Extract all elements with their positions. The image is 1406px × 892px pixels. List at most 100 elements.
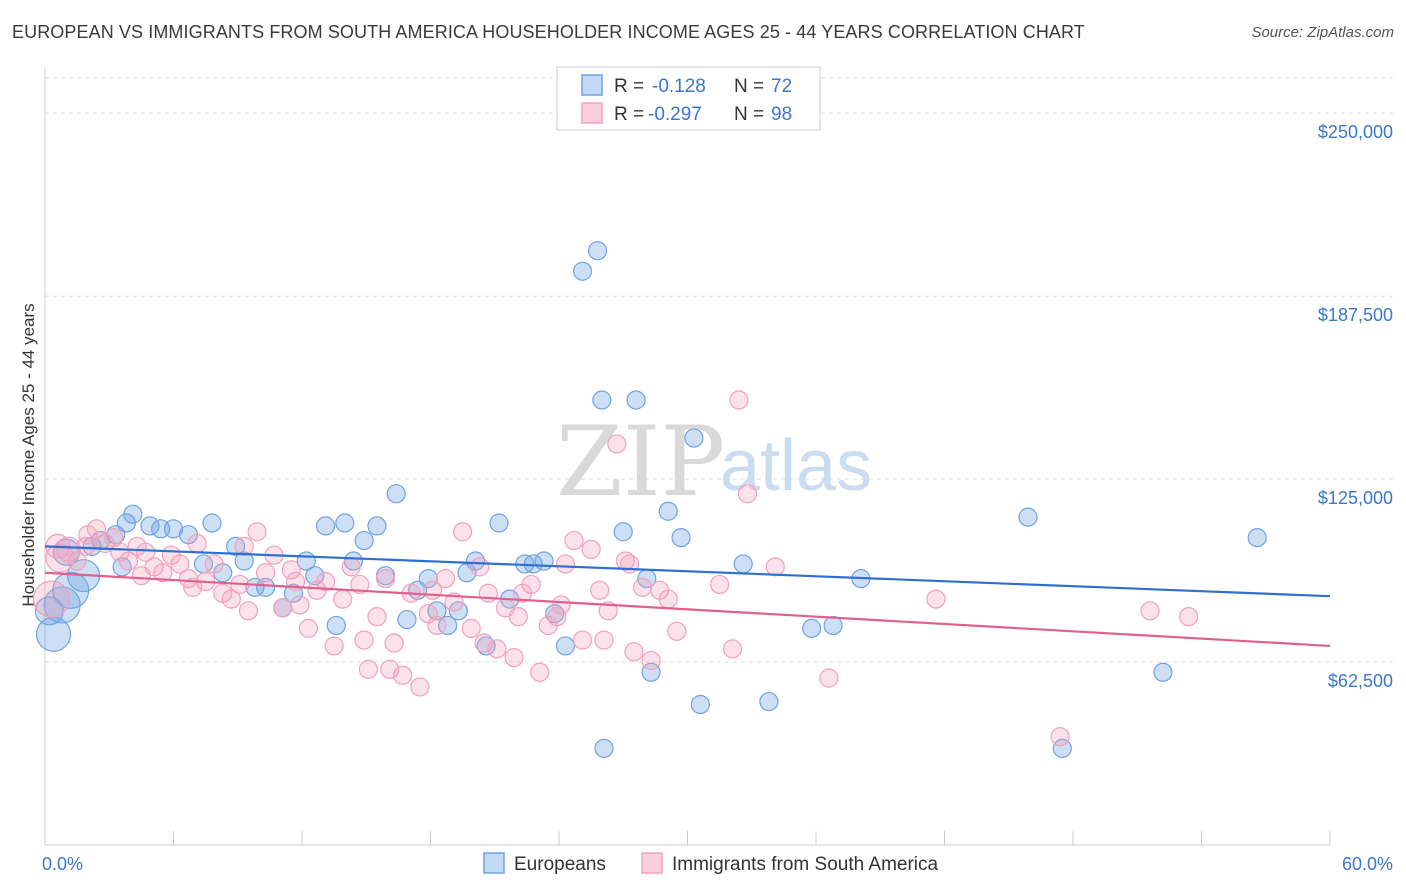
immigrants-point (234, 536, 254, 556)
immigrants-point (375, 568, 396, 589)
immigrants-point (290, 595, 310, 615)
europeans-point (572, 261, 593, 281)
immigrants-point (187, 533, 207, 554)
immigrants-point (1179, 607, 1199, 627)
europeans-point (354, 530, 374, 551)
y-tick-label: $187,500 (1318, 305, 1393, 325)
europeans-point (587, 241, 608, 261)
europeans-point (592, 390, 612, 410)
europeans-point (255, 577, 276, 597)
immigrants-point (183, 577, 203, 597)
europeans-point (476, 636, 496, 656)
immigrants-point (273, 598, 293, 618)
immigrants-point (86, 519, 107, 539)
europeans-point (448, 601, 468, 621)
europeans-point (140, 516, 160, 536)
immigrants-point (478, 583, 498, 603)
immigrants-point (737, 484, 758, 504)
immigrants-point (641, 650, 661, 671)
immigrants-point (765, 557, 785, 577)
immigrants-point (508, 607, 528, 627)
europeans-point (555, 636, 576, 656)
europeans-point (823, 615, 843, 636)
x-tick-labels: 0.0% 60.0% (42, 854, 1393, 874)
europeans-point (671, 528, 691, 548)
legend-r-label-1: R = (614, 76, 644, 97)
immigrants-point (76, 536, 96, 556)
immigrants-point (1050, 727, 1070, 747)
immigrants-point (153, 563, 173, 583)
immigrants-point (367, 607, 387, 627)
europeans-point (759, 691, 779, 712)
immigrants-point (444, 592, 464, 612)
axes (44, 68, 1331, 846)
europeans-point (1247, 528, 1267, 548)
europeans-point (594, 738, 614, 758)
immigrants-point (667, 621, 687, 641)
immigrants-point (564, 530, 584, 551)
europeans-point (534, 551, 554, 571)
immigrants-point (32, 580, 71, 618)
immigrants-point (461, 618, 481, 638)
immigrants-point (632, 577, 653, 597)
watermark-atlas: atlas (720, 426, 872, 506)
y-tick-label: $62,500 (1328, 671, 1393, 691)
europeans-point (489, 513, 509, 533)
europeans-point (802, 618, 822, 638)
immigrants-point (1140, 601, 1160, 621)
immigrants-point (136, 542, 156, 562)
immigrants-point (298, 618, 319, 638)
legend-r-value-2: -0.297 (648, 104, 702, 125)
bottom-legend: Europeans Immigrants from South America (483, 852, 939, 875)
europeans-point (613, 522, 633, 542)
immigrants-point (341, 557, 361, 577)
immigrants-point (423, 580, 443, 600)
watermark: ZIP atlas (556, 406, 872, 518)
europeans-point (245, 577, 265, 597)
immigrants-point (67, 551, 87, 571)
immigrants-point (530, 662, 550, 682)
europeans-trend-line (44, 545, 1331, 598)
bottom-legend-swatch-europeans (483, 852, 505, 874)
x-tick-label: 0.0% (42, 854, 83, 874)
immigrants-point (204, 554, 224, 574)
legend-swatch-europeans (581, 74, 603, 96)
immigrants-point (729, 390, 749, 410)
y-tick-label: $250,000 (1318, 122, 1393, 142)
x-tick-label: 60.0% (1342, 854, 1393, 874)
watermark-zip: ZIP (556, 406, 725, 518)
europeans-point (658, 501, 678, 521)
europeans-point (163, 519, 184, 539)
immigrants-point (380, 659, 400, 679)
legend: R = -0.128 N = 72 R = -0.297 N = 98 (556, 66, 821, 131)
immigrants-point (598, 601, 618, 621)
legend-n-value-2: 98 (771, 104, 792, 125)
immigrants-point (358, 659, 378, 679)
immigrants-point (410, 677, 430, 697)
immigrants-point (590, 580, 610, 600)
immigrants-point (819, 668, 839, 688)
immigrants-point (710, 574, 730, 595)
immigrants-point (572, 630, 593, 650)
europeans-point (315, 516, 336, 536)
immigrants-point (221, 589, 241, 609)
immigrants-points (32, 390, 1199, 747)
legend-r-value-1: -0.128 (652, 76, 706, 97)
europeans-point (386, 484, 406, 504)
immigrants-point (658, 589, 678, 609)
europeans-point (733, 554, 753, 574)
immigrants-point (926, 589, 946, 609)
legend-r-label-2: R = (614, 104, 644, 125)
immigrants-point (238, 601, 259, 621)
europeans-point (684, 428, 704, 448)
legend-n-label-2: N = (734, 104, 764, 125)
europeans-point (202, 513, 222, 533)
immigrants-point (281, 560, 301, 580)
europeans-point (438, 615, 458, 636)
immigrants-point (607, 434, 627, 454)
immigrants-point (453, 522, 473, 542)
immigrants-point (315, 571, 336, 592)
legend-swatch-immigrants (581, 102, 603, 124)
trend-lines (44, 545, 1331, 648)
